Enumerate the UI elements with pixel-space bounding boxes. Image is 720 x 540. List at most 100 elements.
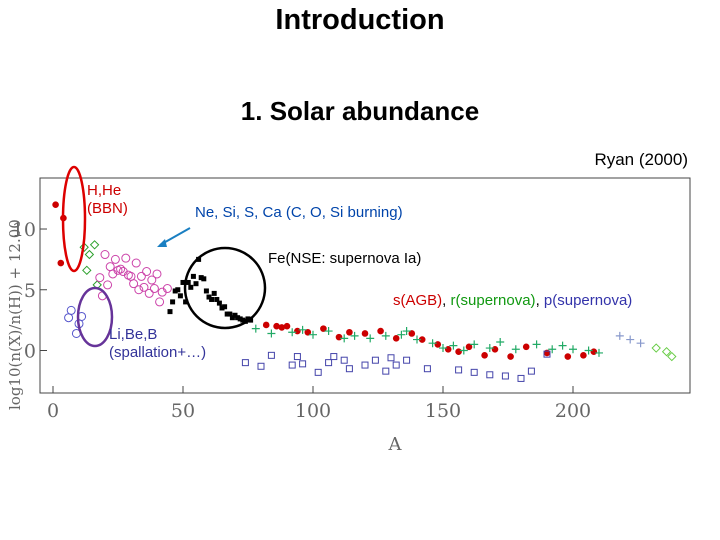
bbn-label-line2: (BBN) [87,200,128,217]
data-point [543,349,551,357]
data-point [229,315,235,321]
data-point [496,337,505,346]
data-point [95,273,105,283]
data-point [527,367,535,375]
data-point [486,371,494,379]
x-axis-label: A [388,434,403,455]
bbn-ellipse [61,165,87,273]
data-point [371,356,379,364]
data-point [651,343,661,353]
data-point [340,334,349,343]
data-point [392,361,400,369]
annotation-overlays [61,165,267,348]
data-point [564,353,572,360]
data-point [152,269,162,279]
data-point [237,316,243,322]
data-point [455,348,462,356]
data-point [661,346,672,357]
data-point [320,325,327,332]
data-point [227,311,233,317]
data-point [381,331,390,340]
data-point [214,296,220,302]
data-point [335,333,343,341]
bbn-label-line1: H,He [87,182,122,199]
data-point [293,353,301,361]
data-point [288,361,296,369]
data-point [267,329,276,338]
data-point [590,348,598,356]
data-point [162,284,172,294]
data-point [278,324,286,331]
spallation-label-line2: (spallation+…) [109,344,207,361]
data-point [172,288,178,294]
data-point [190,273,196,279]
data-point [434,341,442,348]
data-point [131,258,141,268]
data-point [387,354,395,362]
data-point [403,356,411,364]
data-point [206,294,212,300]
data-point [346,328,353,336]
process-sep-2: , [535,292,544,309]
data-point [209,296,215,302]
burning-arrow-head [157,239,167,247]
data-point [465,343,473,351]
data-point [201,276,207,282]
data-point [198,275,204,281]
data-point [203,288,209,294]
data-point [136,271,146,281]
data-point [57,259,65,267]
data-point [144,288,154,298]
data-point [167,309,173,315]
process-label: s(AGB), r(supernova), p(supernova) [393,292,632,310]
x-tick-label: 150 [425,400,461,422]
data-point [283,322,291,330]
y-axis-label: log10(n(X)/n(H)) + 12.00 [6,219,24,410]
data-point [558,341,567,350]
r-process-label: r(supernova) [450,292,536,309]
data-point [470,340,479,349]
data-point [340,356,348,364]
data-point [89,240,100,250]
data-point [235,315,241,321]
abundance-chart: 0 50 100 150 200 0 5 10 A log10(n(X)/n(H)) + 12… [6,165,691,455]
data-point [402,327,411,336]
data-point [439,344,447,353]
data-point [485,344,494,353]
data-point [548,345,557,354]
data-point [121,253,131,263]
data-point [324,327,333,336]
spallation-label-line1: Li,Be,B [109,326,158,343]
data-point [79,242,89,252]
data-point [392,335,400,342]
data-point [267,351,275,359]
data-point [532,340,541,349]
data-point [350,331,359,340]
data-point [262,321,270,329]
data-point [240,317,246,323]
data-point [216,300,222,306]
x-tick-label: 200 [555,400,591,422]
data-point [232,312,238,318]
data-point [584,346,593,355]
data-point [325,359,333,367]
data-point [408,330,416,337]
data-point [149,284,159,294]
burning-label: Ne, Si, S, Ca (C, O, Si burning) [195,204,403,221]
slide-subtitle: 1. Solar abundance [240,96,480,126]
y-tick-label: 5 [24,280,36,302]
data-point [139,282,149,292]
data-point [100,250,110,260]
data-point [459,346,468,355]
data-point [183,299,189,305]
data-point [522,343,530,351]
data-point [517,374,525,382]
data-point [211,290,217,296]
y-tick-label: 0 [24,340,36,362]
data-point [428,339,437,348]
data-point [177,293,183,299]
data-point [298,325,307,334]
data-point [314,368,322,376]
data-point [66,305,76,315]
data-point [361,361,369,369]
